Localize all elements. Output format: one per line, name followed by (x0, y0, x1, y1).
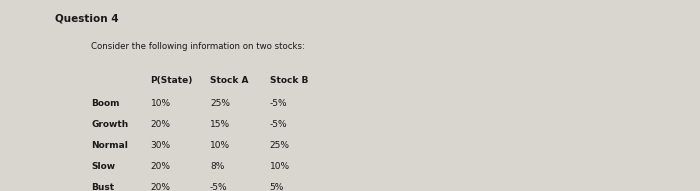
Text: 20%: 20% (150, 162, 171, 171)
Text: Boom: Boom (91, 99, 120, 108)
Text: Question 4: Question 4 (55, 13, 118, 23)
Text: Slow: Slow (91, 162, 115, 171)
Text: 8%: 8% (210, 162, 225, 171)
Text: -5%: -5% (270, 99, 287, 108)
Text: Normal: Normal (91, 141, 128, 150)
Text: Consider the following information on two stocks:: Consider the following information on tw… (91, 42, 305, 51)
Text: 25%: 25% (210, 99, 230, 108)
Text: P(State): P(State) (150, 76, 193, 85)
Text: 15%: 15% (210, 120, 230, 129)
Text: Growth: Growth (91, 120, 128, 129)
Text: 10%: 10% (210, 141, 230, 150)
Text: Stock A: Stock A (210, 76, 248, 85)
Text: 10%: 10% (270, 162, 290, 171)
Text: 30%: 30% (150, 141, 171, 150)
Text: -5%: -5% (270, 120, 287, 129)
Text: Stock B: Stock B (270, 76, 308, 85)
Text: Bust: Bust (91, 183, 114, 191)
Text: 10%: 10% (150, 99, 171, 108)
Text: 25%: 25% (270, 141, 290, 150)
Text: 20%: 20% (150, 120, 171, 129)
Text: 20%: 20% (150, 183, 171, 191)
Text: -5%: -5% (210, 183, 228, 191)
Text: 5%: 5% (270, 183, 284, 191)
